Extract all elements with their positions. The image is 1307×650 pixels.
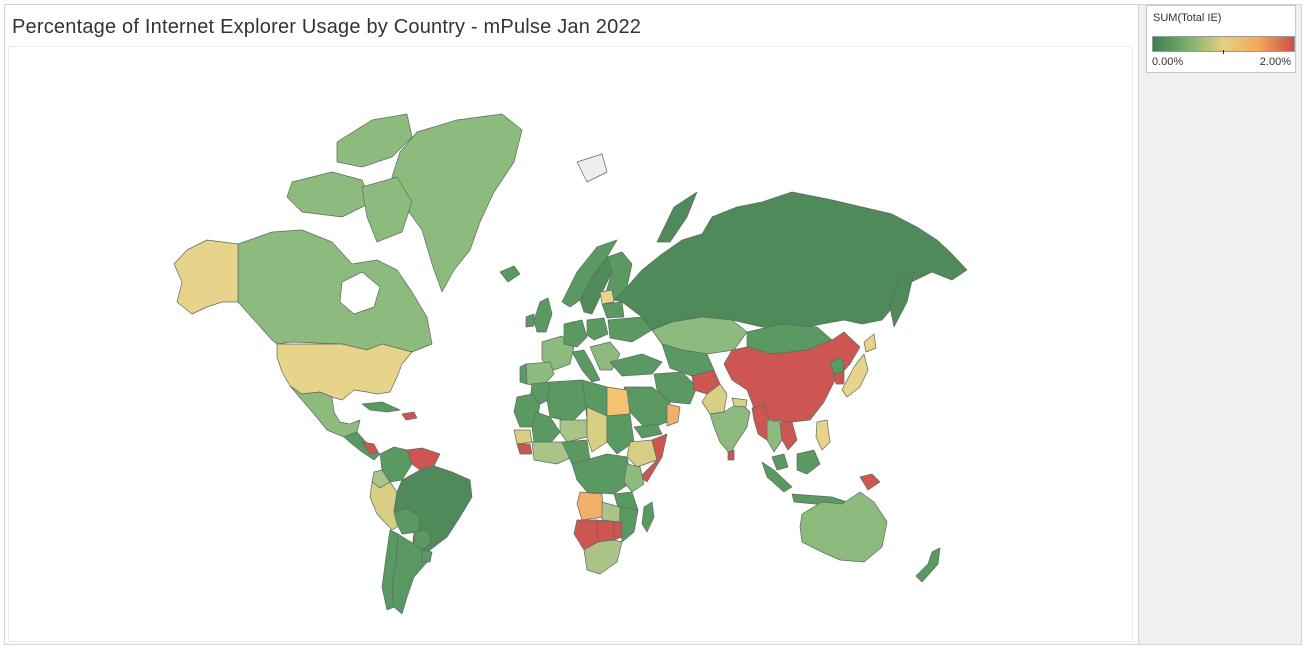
country-malaysia[interactable] bbox=[771, 453, 789, 471]
country-australia[interactable] bbox=[799, 491, 888, 563]
country-thailand[interactable] bbox=[766, 419, 783, 453]
country-japan[interactable] bbox=[841, 353, 869, 398]
country-belarus[interactable] bbox=[601, 301, 625, 319]
country-egypt[interactable] bbox=[606, 386, 631, 417]
country-nepal[interactable] bbox=[731, 397, 748, 408]
country-nicaragua[interactable] bbox=[361, 441, 379, 455]
country-oman[interactable] bbox=[666, 403, 681, 427]
chart-title: Percentage of Internet Explorer Usage by… bbox=[12, 16, 642, 38]
country-mozambique[interactable] bbox=[619, 506, 639, 543]
country-iran[interactable] bbox=[653, 371, 698, 405]
world-map[interactable] bbox=[9, 47, 1133, 642]
country-south-korea[interactable] bbox=[833, 371, 845, 385]
country-china[interactable] bbox=[723, 331, 861, 423]
country-argentina[interactable] bbox=[391, 533, 428, 615]
legend-title: SUM(Total IE) bbox=[1153, 12, 1222, 24]
color-legend[interactable]: SUM(Total IE) 0.00% 2.00% bbox=[1146, 5, 1296, 73]
country-madagascar[interactable] bbox=[641, 501, 655, 533]
country-angola[interactable] bbox=[576, 491, 605, 521]
legend-midpoint-tick bbox=[1223, 50, 1224, 54]
country-portugal[interactable] bbox=[519, 363, 528, 385]
country-mexico[interactable] bbox=[289, 385, 361, 438]
country-russia-kamchatka[interactable] bbox=[889, 271, 915, 328]
country-united-kingdom[interactable] bbox=[533, 297, 553, 333]
country-senegal-region[interactable] bbox=[513, 429, 533, 445]
legend-min-label: 0.00% bbox=[1152, 56, 1184, 68]
country-new-zealand[interactable] bbox=[915, 547, 941, 583]
country-germany[interactable] bbox=[563, 319, 588, 348]
country-chad[interactable] bbox=[586, 406, 608, 453]
country-somalia[interactable] bbox=[639, 433, 668, 483]
country-canada-islands-3[interactable] bbox=[361, 176, 413, 243]
country-cuba[interactable] bbox=[361, 401, 401, 413]
country-sri-lanka[interactable] bbox=[727, 449, 735, 461]
country-yemen[interactable] bbox=[633, 423, 663, 439]
country-west-africa[interactable] bbox=[531, 441, 573, 465]
country-indonesia-borneo[interactable] bbox=[796, 449, 821, 475]
country-kenya[interactable] bbox=[623, 463, 645, 493]
country-uruguay[interactable] bbox=[421, 549, 433, 563]
hudson-bay bbox=[339, 271, 381, 315]
country-south-africa[interactable] bbox=[583, 539, 623, 575]
country-philippines[interactable] bbox=[815, 419, 831, 451]
country-algeria[interactable] bbox=[546, 379, 588, 423]
country-zimbabwe[interactable] bbox=[613, 521, 623, 541]
country-russia[interactable] bbox=[613, 191, 968, 331]
country-poland[interactable] bbox=[586, 317, 609, 341]
side-panel: SUM(Total IE) 0.00% 2.00% bbox=[1138, 5, 1301, 644]
country-usa-alaska[interactable] bbox=[173, 239, 239, 315]
country-iceland[interactable] bbox=[499, 265, 521, 283]
country-niger[interactable] bbox=[559, 419, 588, 443]
country-guinea-coast[interactable] bbox=[516, 443, 533, 455]
country-hispaniola[interactable] bbox=[401, 411, 418, 421]
country-baltics[interactable] bbox=[599, 289, 615, 305]
country-canada-islands[interactable] bbox=[336, 113, 413, 168]
country-sudan[interactable] bbox=[606, 413, 635, 455]
country-turkey[interactable] bbox=[609, 353, 663, 377]
country-ethiopia[interactable] bbox=[626, 439, 658, 468]
map-pane[interactable] bbox=[8, 46, 1133, 642]
country-ireland[interactable] bbox=[525, 313, 535, 328]
legend-max-label: 2.00% bbox=[1259, 56, 1291, 68]
country-canada-islands-2[interactable] bbox=[286, 171, 373, 218]
worksheet: Percentage of Internet Explorer Usage by… bbox=[5, 5, 1138, 644]
country-central-africa[interactable] bbox=[571, 453, 633, 495]
country-india[interactable] bbox=[709, 401, 751, 455]
island-svalbard bbox=[576, 153, 608, 183]
country-russia-novaya-zemlya[interactable] bbox=[656, 191, 698, 243]
country-ukraine[interactable] bbox=[607, 316, 653, 343]
country-japan-hokkaido[interactable] bbox=[863, 333, 877, 353]
country-italy[interactable] bbox=[571, 349, 601, 383]
country-indonesia-sumatra[interactable] bbox=[761, 461, 793, 493]
viz-frame: Percentage of Internet Explorer Usage by… bbox=[4, 4, 1302, 645]
country-botswana[interactable] bbox=[596, 519, 615, 543]
country-vietnam[interactable] bbox=[779, 421, 798, 451]
country-sweden[interactable] bbox=[579, 256, 613, 315]
country-papua-new-guinea[interactable] bbox=[859, 473, 881, 491]
country-canada[interactable] bbox=[237, 229, 433, 353]
country-paraguay[interactable] bbox=[413, 529, 433, 551]
